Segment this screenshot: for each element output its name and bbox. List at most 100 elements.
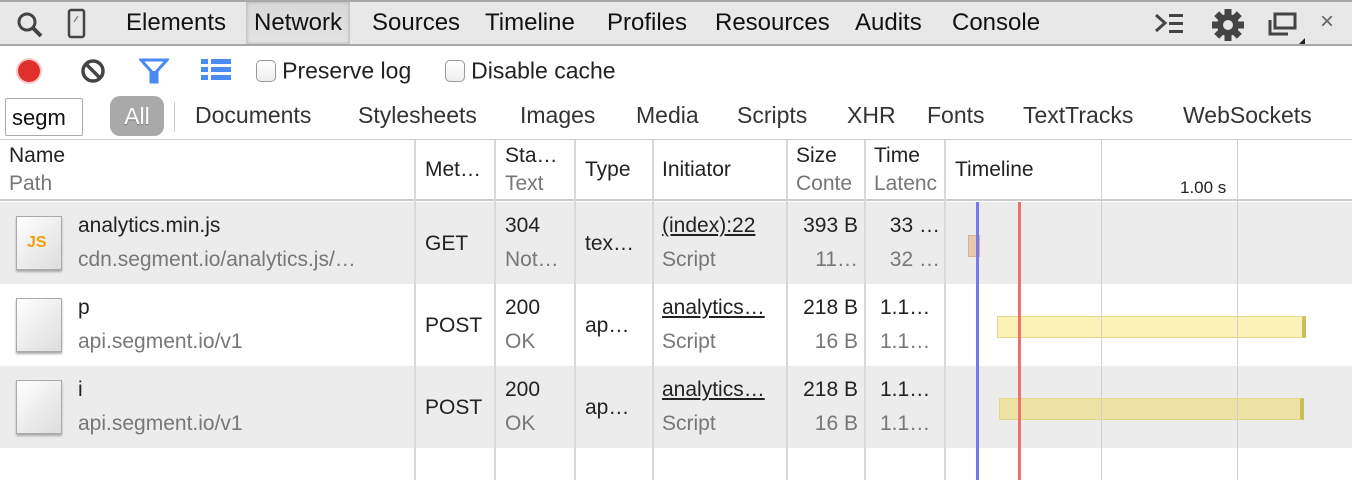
column-divider[interactable] <box>944 140 946 480</box>
row-content: 16 B <box>814 330 858 353</box>
filter-texttracks[interactable]: TextTracks <box>1023 102 1134 128</box>
filter-icon[interactable] <box>139 58 169 84</box>
row-name: analytics.min.js <box>78 214 221 237</box>
tab-sources[interactable]: Sources <box>372 9 461 36</box>
settings-gear-icon[interactable] <box>1211 8 1245 42</box>
tab-elements[interactable]: Elements <box>126 9 227 36</box>
filter-stylesheets[interactable]: Stylesheets <box>358 102 477 128</box>
row-time: 1.1… <box>880 296 931 319</box>
column-name[interactable]: Name <box>9 144 66 167</box>
row-content: 11… <box>815 248 858 271</box>
row-content: 16 B <box>814 412 858 435</box>
row-path: api.segment.io/v1 <box>78 412 243 435</box>
timeline-bar <box>999 398 1304 420</box>
filter-documents[interactable]: Documents <box>195 102 312 128</box>
row-latency: 32 … <box>889 248 940 271</box>
row-name: i <box>78 378 83 401</box>
js-file-icon: JS <box>16 216 62 270</box>
row-path: cdn.segment.io/analytics.js/… <box>78 248 356 271</box>
column-divider[interactable] <box>786 140 788 480</box>
column-divider[interactable] <box>574 140 576 480</box>
row-method: POST <box>425 314 483 337</box>
checkbox-box[interactable] <box>256 60 276 83</box>
column-latency[interactable]: Latenc <box>874 172 938 195</box>
filter-images[interactable]: Images <box>520 102 596 128</box>
blank-file-icon <box>16 298 62 352</box>
column-path[interactable]: Path <box>9 172 53 195</box>
column-size[interactable]: Size <box>796 144 837 167</box>
drawer-console-icon[interactable] <box>1154 12 1186 36</box>
column-type[interactable]: Type <box>585 158 631 181</box>
table-header: Name Path Met… Sta… Text Type Initiator … <box>0 140 1352 201</box>
timeline-gridline <box>1101 140 1102 480</box>
column-initiator[interactable]: Initiator <box>662 158 731 181</box>
row-time: 1.1… <box>880 378 931 401</box>
record-button[interactable] <box>14 56 44 86</box>
tab-audits[interactable]: Audits <box>855 9 922 36</box>
row-size: 393 B <box>803 214 858 237</box>
column-divider[interactable] <box>494 140 496 480</box>
row-initiator-link[interactable]: analytics… <box>662 378 765 401</box>
dock-side-icon[interactable] <box>1266 10 1310 44</box>
column-divider[interactable] <box>414 140 416 480</box>
row-status: 200 <box>505 378 541 401</box>
row-status-text: Not… <box>505 248 559 271</box>
column-content[interactable]: Conte <box>796 172 853 195</box>
row-time: 33 … <box>889 214 940 237</box>
filter-fonts[interactable]: Fonts <box>927 102 985 128</box>
tab-resources[interactable]: Resources <box>715 9 830 36</box>
row-initiator-type: Script <box>662 248 716 271</box>
filter-media[interactable]: Media <box>636 102 699 128</box>
checkbox-box[interactable] <box>445 60 465 83</box>
table-row[interactable]: JS analytics.min.js cdn.segment.io/analy… <box>0 202 1352 284</box>
table-row[interactable]: i api.segment.io/v1 POST 200 OK ap… anal… <box>0 366 1352 448</box>
column-divider[interactable] <box>652 140 654 480</box>
filter-websockets[interactable]: WebSockets <box>1183 102 1312 128</box>
row-size: 218 B <box>803 378 858 401</box>
row-initiator-type: Script <box>662 330 716 353</box>
filter-scripts[interactable]: Scripts <box>737 102 808 128</box>
column-text[interactable]: Text <box>505 172 544 195</box>
filter-all-button[interactable]: All <box>110 96 164 136</box>
network-toolbar: Preserve log Disable cache <box>0 46 1352 96</box>
tab-profiles[interactable]: Profiles <box>607 9 688 36</box>
timeline-bar <box>997 316 1306 338</box>
device-mode-icon[interactable] <box>66 8 88 40</box>
row-name: p <box>78 296 90 319</box>
row-status: 304 <box>505 214 541 237</box>
disable-cache-label: Disable cache <box>471 57 616 84</box>
column-divider[interactable] <box>864 140 866 480</box>
column-time[interactable]: Time <box>874 144 920 167</box>
load-event-marker <box>1018 202 1021 480</box>
row-size: 218 B <box>803 296 858 319</box>
timeline-tick-label: 1.00 s <box>1180 178 1227 197</box>
row-method: POST <box>425 396 483 419</box>
column-timeline[interactable]: Timeline <box>955 158 1034 181</box>
row-status-text: OK <box>505 330 536 353</box>
tab-timeline[interactable]: Timeline <box>485 9 575 36</box>
row-status-text: OK <box>505 412 536 435</box>
tab-network[interactable]: Network <box>246 2 351 44</box>
row-type: ap… <box>585 396 630 419</box>
row-path: api.segment.io/v1 <box>78 330 243 353</box>
timeline-gridline <box>1237 140 1238 480</box>
tab-console[interactable]: Console <box>952 9 1041 36</box>
row-initiator-type: Script <box>662 412 716 435</box>
close-icon[interactable]: × <box>1320 8 1335 35</box>
column-status[interactable]: Sta… <box>505 144 558 167</box>
row-latency: 1.1… <box>880 330 931 353</box>
disable-cache-checkbox[interactable]: Disable cache <box>445 57 616 85</box>
filter-input[interactable]: segm <box>5 98 83 136</box>
column-method[interactable]: Met… <box>425 158 482 181</box>
table-row[interactable]: p api.segment.io/v1 POST 200 OK ap… anal… <box>0 284 1352 366</box>
preserve-log-label: Preserve log <box>282 57 412 84</box>
preserve-log-checkbox[interactable]: Preserve log <box>256 57 411 85</box>
search-icon[interactable] <box>16 11 44 39</box>
clear-button[interactable] <box>80 58 106 84</box>
row-initiator-link[interactable]: (index):22 <box>662 214 756 237</box>
row-initiator-link[interactable]: analytics… <box>662 296 765 319</box>
large-rows-toggle-icon[interactable] <box>201 59 231 81</box>
blank-file-icon <box>16 380 62 434</box>
filter-xhr[interactable]: XHR <box>847 102 896 128</box>
row-method: GET <box>425 232 469 255</box>
